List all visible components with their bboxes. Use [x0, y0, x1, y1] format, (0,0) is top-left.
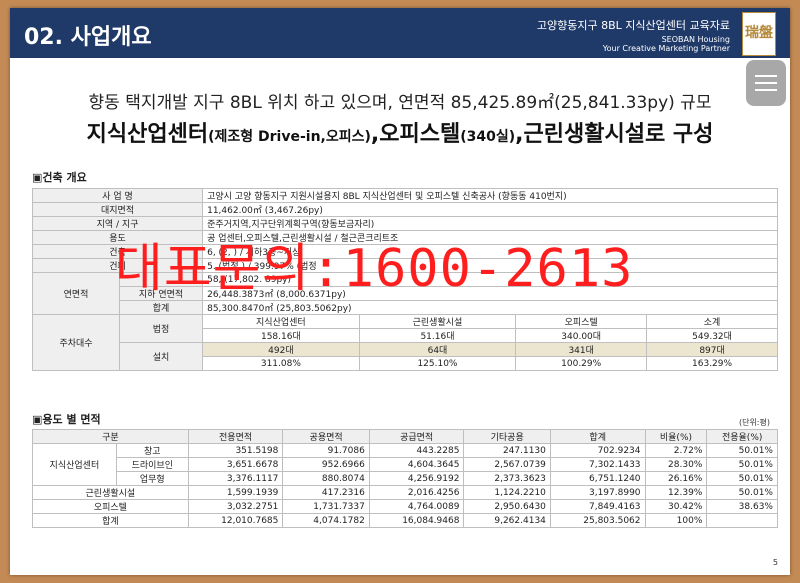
section-title-building: ▣건축 개요: [32, 171, 87, 184]
area-by-use-table: 구분 전용면적 공용면적 공급면적 기타공용 합계 비율(%) 전용율(%) 지…: [32, 429, 778, 528]
section-title-area-by-use: ▣용도 별 면적: [32, 413, 101, 426]
logo: 瑞盤: [742, 12, 776, 56]
table-row: 용도 공 업센터,오피스텔,근린생활시설 / 철근콘크리트조: [31, 230, 778, 245]
table-row: 합계 85,300.8470㎡ (25,803.5062py): [33, 300, 778, 315]
building-overview-table: 사 업 명 고양시 고양 향동지구 지원시설용지 8BL 지식산업센터 및 오피…: [31, 188, 778, 371]
table-row: 설치 492대 64대 341대 897대: [33, 342, 778, 371]
table-row: 건폐 5. (법정 ) / 399.97% (법정: [31, 258, 778, 273]
table-row: 지역 / 지구 준주거지역,지구단위계획구역(향동보금자리): [31, 216, 778, 231]
table-row: 지하 연면적 26,448.3873㎡ (8,000.6371py): [33, 286, 778, 301]
slide: 02. 사업개요 고양향동지구 8BL 지식산업센터 교육자료 SEOBAN H…: [10, 8, 790, 575]
table-row: 건축 6, (2, ) / 지하3층~지상: [31, 244, 778, 259]
table-row: 주차대수 법정 지식산업센터 근린생활시설 오피스텔 소계: [32, 314, 778, 371]
menu-button[interactable]: [746, 60, 786, 106]
brand-tagline: Your Creative Marketing Partner: [602, 44, 730, 53]
table-row: 연면적 58, (17,802. 89py): [32, 272, 778, 315]
menu-icon: [755, 75, 777, 77]
contact-watermark: 대표문의:1600-2613: [115, 239, 634, 299]
brand-name: SEOBAN Housing: [661, 35, 730, 44]
unit-label: (단위:평): [738, 418, 770, 427]
headline-composition: 지식산업센터(제조형 Drive-in,오피스),오피스텔(340실),근린생활…: [86, 122, 714, 147]
table-row: 근린생활시설 1,599.1939 417.2316 2,016.4256 1,…: [32, 485, 778, 500]
table-row: 311.08% 125.10% 100.29% 163.29%: [33, 356, 778, 371]
table-row: 대지면적 11,462.00㎡ (3,467.26py): [31, 202, 778, 217]
table-row: 지식산업센터 창고 351.5198 91.7086 443.2285 247.…: [32, 443, 778, 486]
table-header-row: 구분 전용면적 공용면적 공급면적 기타공용 합계 비율(%) 전용율(%): [32, 429, 778, 444]
table-row: 오피스텔 3,032.2751 1,731.7337 4,764.0089 2,…: [32, 499, 778, 514]
table-row: 사 업 명 고양시 고양 향동지구 지원시설용지 8BL 지식산업센터 및 오피…: [31, 188, 778, 203]
table-row: 드라이브인 3,651.6678 952.6966 4,604.3645 2,5…: [33, 457, 778, 472]
page-number: 5: [772, 558, 778, 567]
table-row: 합계 12,010.7685 4,074.1782 16,084.9468 9,…: [32, 513, 778, 528]
slide-title: 02. 사업개요: [24, 25, 152, 50]
slide-header: 02. 사업개요 고양향동지구 8BL 지식산업센터 교육자료 SEOBAN H…: [10, 8, 790, 58]
brand-text: SEOBAN Housing Your Creative Marketing P…: [603, 35, 730, 53]
headline-summary: 향동 택지개발 지구 8BL 위치 하고 있으며, 연면적 85,425.89㎡…: [88, 93, 712, 113]
table-row: 업무형 3,376.1117 880.8074 4,256.9192 2,373…: [33, 471, 778, 486]
document-subtitle: 고양향동지구 8BL 지식산업센터 교육자료: [536, 19, 730, 32]
